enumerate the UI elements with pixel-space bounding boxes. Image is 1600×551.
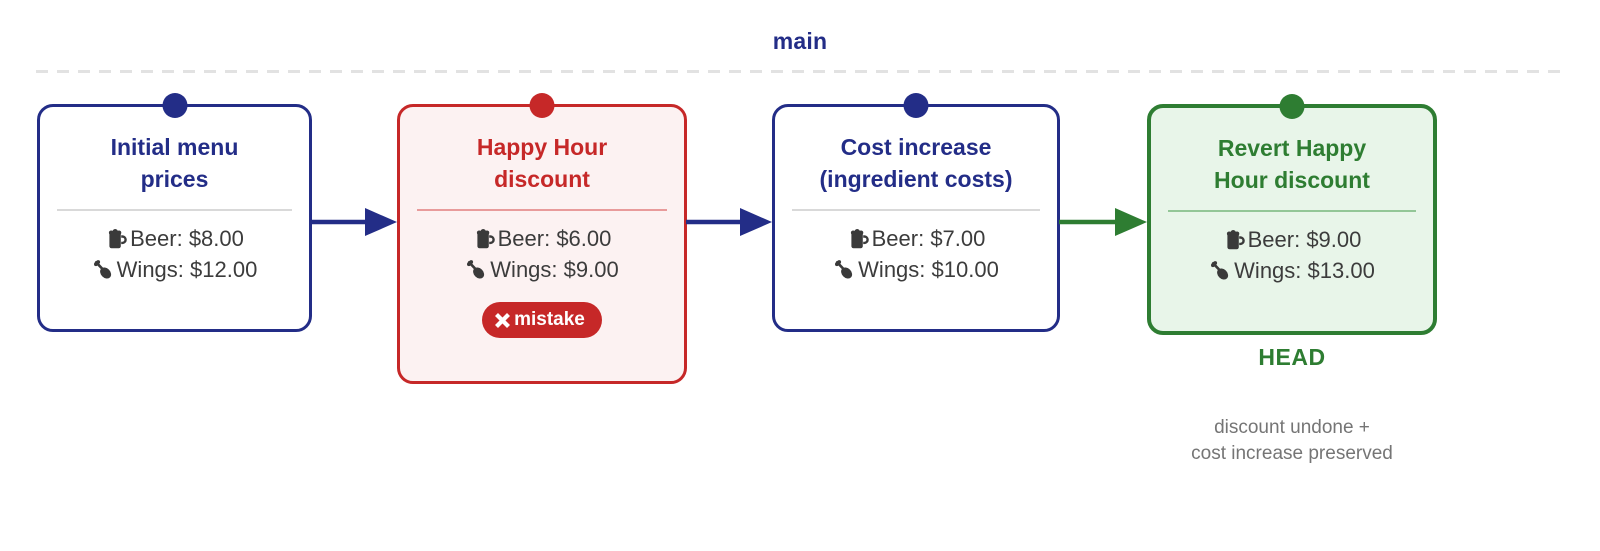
beer-icon — [473, 227, 497, 251]
price-line-beer: Beer: $6.00 — [400, 223, 684, 254]
commit-title-line: Initial menu — [110, 134, 239, 160]
beer-icon — [1223, 228, 1247, 252]
arrow-right-icon — [686, 206, 772, 238]
divider — [57, 209, 292, 211]
branch-label: main — [772, 28, 828, 54]
drumstick-icon — [92, 258, 116, 282]
mistake-badge: mistake — [482, 302, 602, 338]
price-text: Wings: $13.00 — [1234, 258, 1375, 283]
commit-title: Happy Hour discount — [400, 131, 684, 195]
price-line-wings: Wings: $12.00 — [40, 254, 309, 285]
commit-title-line: prices — [140, 166, 209, 192]
commit-box-initial-menu-prices: Initial menu prices Beer: $8.00 — [37, 93, 312, 332]
caption-line: discount undone + — [1214, 417, 1370, 438]
price-text: Beer: $7.00 — [871, 226, 986, 251]
commit-title-line: discount — [494, 166, 590, 192]
commit-title: Revert Happy Hour discount — [1151, 132, 1433, 196]
commit-dot — [903, 93, 929, 118]
price-line-beer: Beer: $7.00 — [775, 223, 1057, 254]
drumstick-icon — [833, 258, 857, 282]
commit-dot — [529, 93, 555, 118]
price-line-wings: Wings: $13.00 — [1151, 255, 1433, 286]
head-label: HEAD — [1258, 344, 1326, 370]
price-text: Beer: $6.00 — [497, 226, 612, 251]
commit-title-line: Cost increase — [840, 134, 992, 160]
divider — [792, 209, 1040, 211]
commit-box-happy-hour-discount: Happy Hour discount Beer: $6.00 — [397, 93, 687, 384]
commit-dot — [1279, 94, 1305, 119]
drumstick-icon — [465, 258, 489, 282]
commit-dot — [162, 93, 187, 118]
arrow-right-icon — [311, 206, 397, 238]
price-text: Wings: $12.00 — [116, 257, 258, 282]
commit-title-line: Revert Happy — [1217, 135, 1367, 161]
commit-title: Initial menu prices — [40, 131, 309, 195]
branch-line — [36, 70, 1563, 73]
x-icon — [494, 312, 511, 329]
caption-line: cost increase preserved — [1191, 443, 1393, 464]
price-text: Beer: $8.00 — [130, 226, 244, 251]
commit-title: Cost increase (ingredient costs) — [775, 131, 1057, 195]
commit-box-revert-happy-hour: Revert Happy Hour discount Beer: $9.00 — [1147, 94, 1437, 335]
badge-label: mistake — [514, 309, 585, 330]
price-line-wings: Wings: $9.00 — [400, 254, 684, 285]
commit-box-cost-increase: Cost increase (ingredient costs) Beer: $… — [772, 93, 1060, 332]
arrow-right-icon — [1059, 206, 1147, 238]
price-text: Beer: $9.00 — [1247, 227, 1362, 252]
beer-icon — [847, 227, 871, 251]
divider — [1168, 210, 1416, 212]
price-text: Wings: $10.00 — [858, 257, 999, 282]
price-line-wings: Wings: $10.00 — [775, 254, 1057, 285]
revert-caption: discount undone + cost increase preserve… — [1107, 415, 1477, 467]
drumstick-icon — [1209, 259, 1233, 283]
beer-icon — [105, 227, 129, 251]
price-line-beer: Beer: $9.00 — [1151, 224, 1433, 255]
commit-title-line: Hour discount — [1214, 167, 1370, 193]
commit-title-line: (ingredient costs) — [819, 166, 1013, 192]
price-line-beer: Beer: $8.00 — [40, 223, 309, 254]
divider — [417, 209, 667, 211]
commit-title-line: Happy Hour — [476, 134, 608, 160]
price-text: Wings: $9.00 — [490, 257, 619, 282]
